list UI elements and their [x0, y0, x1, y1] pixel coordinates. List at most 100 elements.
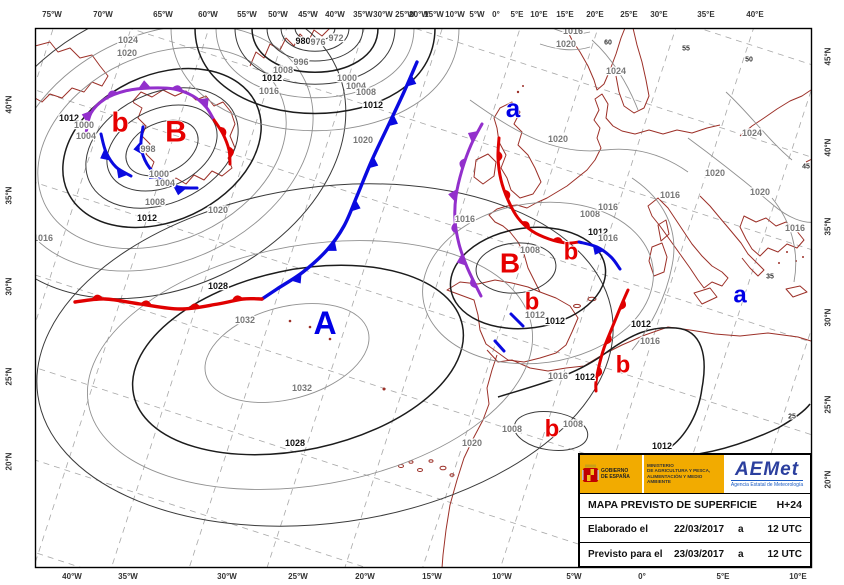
- isobar-label: 1000: [74, 120, 94, 130]
- isobar-label: 1024: [742, 128, 762, 138]
- isobar-label: 1012: [363, 100, 383, 110]
- elaborado-a: a: [738, 524, 744, 536]
- front-warm-symbol-semi: [218, 126, 227, 138]
- isobar-label: 1016: [259, 86, 279, 96]
- axis-label-top: 40°E: [746, 10, 764, 19]
- axis-label-top: 15°E: [556, 10, 574, 19]
- isobar-label: 1000: [337, 73, 357, 83]
- front-occluded-symbol-tri: [198, 98, 209, 109]
- isobar-label: 1004: [346, 81, 366, 91]
- front-warm-symbol-semi: [228, 146, 234, 158]
- isobar-label: 1012: [575, 372, 595, 382]
- isobar-label: 1016: [598, 202, 618, 212]
- isobar-label: 1024: [118, 35, 138, 45]
- front-cold-line: [577, 240, 622, 271]
- isobar-label: 1028: [285, 438, 305, 448]
- axis-label-top: 50°W: [268, 10, 288, 19]
- map-border: [34, 27, 813, 569]
- axis-label-right: 45°N: [823, 47, 833, 66]
- front-occluded-line: [453, 122, 484, 298]
- isobar-label: 1012: [588, 227, 608, 237]
- pressure-center-high: a: [506, 93, 521, 123]
- isobar-label: 1008: [356, 87, 376, 97]
- axis-label-top: 70°W: [93, 10, 113, 19]
- front-warm-line: [73, 296, 264, 311]
- front-warm-symbol-semi: [231, 295, 244, 302]
- axis-label-top: 35°W: [353, 10, 373, 19]
- aemet-subtitle: Agencia Estatal de Meteorología: [730, 479, 804, 488]
- axis-label-bottom: 30°W: [217, 572, 237, 581]
- front-warm-line: [212, 118, 232, 166]
- axis-label-right: 20°N: [823, 470, 833, 489]
- legend-horizon: H+24: [776, 499, 802, 512]
- elaborado-date: 22/03/2017: [674, 524, 725, 536]
- front-occluded-symbol-tri: [467, 131, 479, 143]
- axis-label-top: 60°W: [198, 10, 218, 19]
- front-cold-line: [260, 60, 419, 301]
- isobar-label: 1028: [208, 281, 228, 291]
- axis-label-bottom: 10°W: [492, 572, 512, 581]
- front-cold-symbol-tri: [173, 186, 186, 196]
- front-cold-symbol-tri: [326, 240, 337, 251]
- front-occluded-symbol-tri: [456, 253, 467, 266]
- axis-label-right: 35°N: [823, 217, 833, 236]
- isobar-label: 1032: [292, 383, 312, 393]
- front-cold-symbol-tri: [116, 168, 128, 179]
- isobar-label: 1008: [520, 245, 540, 255]
- axis-label-bottom: 0°: [638, 572, 646, 581]
- spain-coat-of-arms-icon: [582, 464, 599, 482]
- isobar-label: 1020: [117, 48, 137, 58]
- front-warm-symbol-semi: [497, 150, 503, 163]
- axis-label-right: 40°N: [823, 138, 833, 157]
- axis-label-right: 25°N: [823, 395, 833, 414]
- isobar-label: 1024: [606, 66, 626, 76]
- front-cold-symbol-tri: [350, 199, 361, 212]
- graticule-point-label: 60: [604, 40, 612, 47]
- isobar-label: 1004: [155, 178, 175, 188]
- elaborado-time: 12 UTC: [767, 524, 802, 536]
- axis-label-top: 25°E: [620, 10, 638, 19]
- pressure-center-high: a: [733, 282, 747, 309]
- front-warm-symbol-semi: [596, 366, 603, 378]
- front-warm-symbol-semi: [605, 333, 612, 345]
- isobar-label: 1012: [262, 73, 282, 83]
- ministerio-line2: DE AGRICULTURA Y PESCA,: [647, 468, 711, 474]
- isobar-label: 1016: [455, 214, 475, 224]
- isobar-label: 1012: [59, 113, 79, 123]
- front-cold-line: [139, 125, 199, 190]
- isobar-label: 1012: [545, 316, 565, 326]
- ministerio-line1: MINISTERIO: [647, 462, 674, 468]
- axis-label-top: 75°W: [42, 10, 62, 19]
- pressure-center-high: A: [313, 305, 336, 341]
- gobierno-block: GOBIERNO DE ESPAÑA: [580, 455, 642, 493]
- isobar-label: 1016: [598, 233, 618, 243]
- pressure-center-low: b: [616, 352, 631, 379]
- front-cold-symbol-tri: [100, 148, 111, 161]
- isobar-label: 972: [328, 33, 343, 43]
- pressure-center-low: b: [525, 289, 540, 316]
- front-warm-symbol-semi: [503, 189, 511, 201]
- front-occluded-symbol-tri: [448, 189, 458, 202]
- axis-label-top: 25°W: [395, 10, 415, 19]
- front-warm-symbol-semi: [188, 303, 201, 309]
- isobar-label: 1008: [563, 419, 583, 429]
- front-occluded-symbol-semi: [459, 157, 466, 170]
- front-segment-line: [509, 312, 525, 328]
- isobar-label: 1016: [563, 26, 583, 36]
- axis-label-bottom: 20°W: [355, 572, 375, 581]
- graticule-point-label: 55: [682, 46, 690, 53]
- elaborado-row: Elaborado el 22/03/2017 a 12 UTC: [580, 518, 810, 541]
- aemet-block: AEMet Agencia Estatal de Meteorología: [724, 455, 810, 493]
- ministerio-block: MINISTERIO DE AGRICULTURA Y PESCA, ALIME…: [642, 455, 724, 493]
- gobierno-line2: DE ESPAÑA: [601, 473, 630, 480]
- axis-label-bottom: 25°W: [288, 572, 308, 581]
- elaborado-label: Elaborado el: [588, 524, 649, 536]
- previsto-row: Previsto para el 23/03/2017 a 12 UTC: [580, 541, 810, 566]
- isobar-label: 1016: [548, 371, 568, 381]
- gobierno-text: GOBIERNO DE ESPAÑA: [601, 468, 630, 480]
- isobar-label: 996: [293, 57, 308, 67]
- axis-label-top: 5°W: [469, 10, 485, 19]
